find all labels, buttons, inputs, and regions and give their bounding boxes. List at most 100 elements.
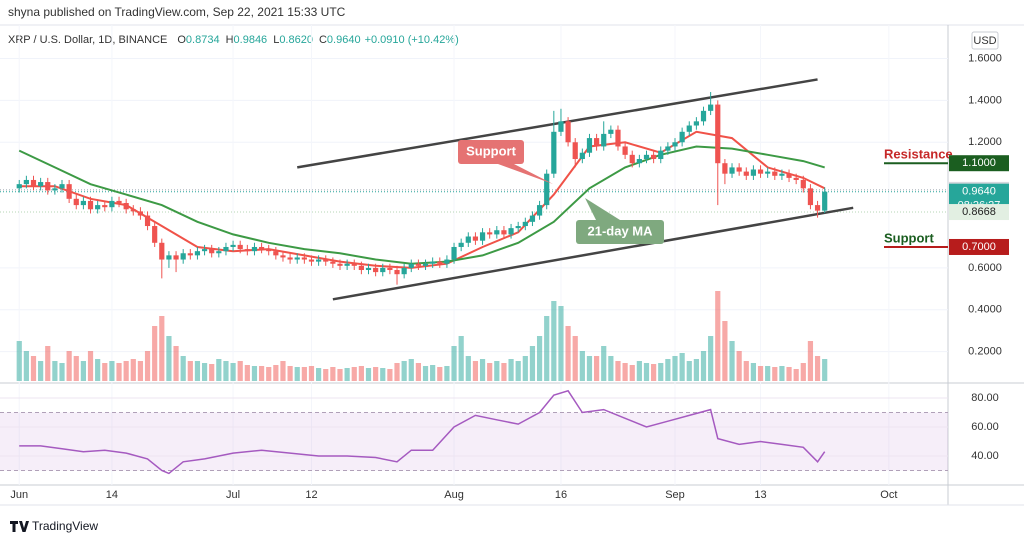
candle-body [394, 270, 400, 275]
volume-bar [522, 356, 528, 381]
volume-bar [216, 359, 222, 381]
y-tick-label: 1.6000 [968, 52, 1002, 64]
candle-body [508, 228, 514, 235]
x-tick-label: 12 [305, 489, 317, 501]
legend-key: L [273, 34, 279, 46]
volume-bar [651, 364, 657, 381]
candle-body [779, 173, 785, 176]
candle-body [223, 246, 229, 252]
candle-body [494, 230, 500, 235]
volume-bar [358, 366, 364, 381]
price-tag [949, 204, 1009, 221]
candle-body [715, 104, 721, 164]
volume-bar [80, 361, 86, 381]
volume-bar [679, 353, 685, 381]
candle-body [743, 171, 749, 176]
candle-body [729, 167, 735, 174]
candle-body [244, 249, 250, 252]
candle-body [38, 182, 44, 187]
volume-bar [209, 364, 215, 381]
candle-body [280, 255, 286, 258]
volume-bar [422, 366, 429, 381]
candle-body [629, 154, 635, 164]
volume-bar [430, 365, 436, 381]
candle-body [130, 209, 136, 212]
candle-body [529, 215, 536, 222]
candle-body [551, 131, 557, 174]
volume-bar [45, 346, 51, 381]
volume-bar [223, 361, 229, 381]
volume-bar [201, 363, 208, 381]
volume-bar [515, 361, 521, 381]
volume-bar [173, 346, 179, 381]
volume-bar [30, 356, 37, 381]
x-tick-label: Jul [226, 489, 240, 501]
volume-bar [494, 361, 500, 381]
callout-box [576, 220, 664, 244]
volume-bar [544, 316, 550, 381]
rsi-tick-label: 80.00 [971, 392, 999, 404]
callout-box [458, 140, 524, 164]
candle-body [180, 253, 186, 260]
legend-text: XRP / U.S. Dollar, 1D, BINANCE O0.8734 H0.… [8, 34, 459, 46]
candle-body [301, 257, 307, 260]
trend-line [297, 78, 818, 169]
candle-body [430, 261, 436, 264]
candle-body [23, 179, 29, 185]
candle-body [451, 246, 457, 260]
volume-bar [622, 363, 628, 381]
callout-arrow [498, 164, 553, 184]
volume-bar [729, 341, 735, 381]
volume-bar [558, 306, 564, 381]
volume-bar [479, 359, 486, 381]
candle-body [294, 257, 300, 260]
candle-body [651, 154, 657, 160]
moving-average [19, 130, 826, 269]
candle-body [536, 205, 543, 216]
volume-bar [715, 291, 721, 381]
candle-body [465, 236, 471, 243]
y-tick-label: 0.4000 [968, 304, 1002, 316]
candle-body [287, 257, 293, 260]
y-tick-label: 1.2000 [968, 136, 1002, 148]
legend-key: O [177, 34, 186, 46]
volume-bar [130, 359, 136, 381]
candle-body [750, 169, 757, 176]
candle-body [87, 200, 94, 210]
candle-body [736, 167, 742, 172]
candle-body [45, 182, 51, 191]
volume-bar [736, 351, 742, 381]
candle-body [387, 267, 393, 271]
candle-body [152, 226, 158, 243]
legend-value: 0.9640 [327, 34, 361, 46]
candle-body [201, 249, 208, 252]
candle-body [166, 255, 172, 260]
volume-bar [273, 365, 279, 381]
candle-body [608, 129, 614, 134]
candle-body [373, 267, 379, 273]
volume-bar [615, 361, 621, 381]
currency[interactable]: USD [973, 35, 996, 47]
y-tick-label: 0.2000 [968, 346, 1002, 358]
candle-body [159, 242, 165, 260]
volume-bar [793, 369, 799, 381]
candle-body [351, 263, 357, 266]
candle-body [330, 261, 336, 264]
candle-body [615, 129, 621, 147]
candle-body [601, 133, 607, 147]
candle-body [700, 110, 707, 122]
volume-bar [230, 363, 236, 381]
volume-bar [251, 366, 258, 381]
legend-symbol: XRP / U.S. Dollar, 1D, BINANCE [8, 34, 167, 46]
volume-bar [237, 361, 243, 381]
candle-body [194, 251, 201, 256]
candle-body [102, 205, 108, 208]
x-tick-label: Jun [10, 489, 28, 501]
candle-body [137, 211, 144, 216]
volume-bar [472, 361, 479, 381]
currency-button[interactable] [971, 31, 999, 50]
price-tag-text: 0.9640 [962, 186, 996, 198]
trend-line [332, 206, 854, 301]
rsi-band [0, 412, 948, 471]
legend-value: 0.8734 [186, 34, 220, 46]
